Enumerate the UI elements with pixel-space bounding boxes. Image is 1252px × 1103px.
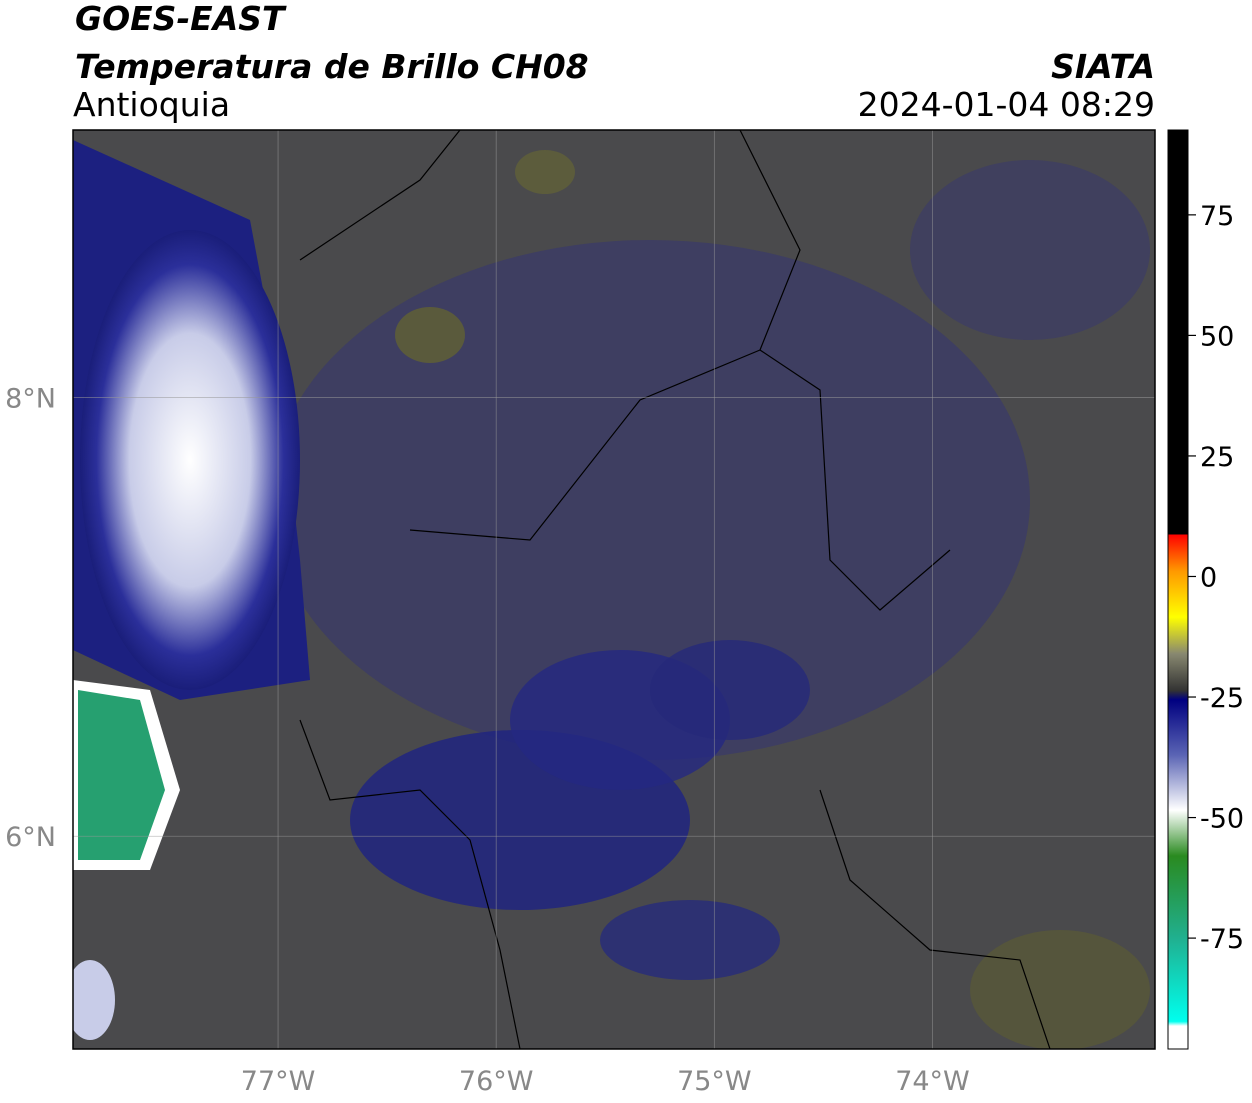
subtitle: Temperatura de Brillo CH08	[75, 47, 589, 86]
lat-tick-label: 6°N	[5, 822, 56, 853]
map-frame	[72, 129, 1156, 1050]
colorbar	[1167, 129, 1189, 1050]
lat-tick-label: 8°N	[5, 384, 56, 415]
lon-tick-label: 76°W	[459, 1066, 534, 1097]
lon-tick-label: 74°W	[895, 1066, 970, 1097]
colorbar-tick-label: 0	[1200, 562, 1217, 593]
colorbar-tick-label: -50	[1200, 804, 1244, 835]
colorbar-tick-label: 50	[1200, 321, 1234, 352]
datetime: 2024-01-04 08:29	[858, 85, 1155, 124]
region: Antioquia	[73, 85, 230, 124]
org: SIATA	[1051, 47, 1155, 86]
colorbar-tick-label: -25	[1200, 683, 1244, 714]
grid	[73, 130, 1155, 1049]
colorbar-tick-label: 75	[1200, 201, 1234, 232]
lon-tick-label: 77°W	[241, 1066, 316, 1097]
title: GOES-EAST	[75, 0, 287, 38]
colorbar-tick-label: -75	[1200, 924, 1244, 955]
colorbar-tick-label: 25	[1200, 442, 1234, 473]
map-image	[73, 130, 1155, 1049]
lon-tick-label: 75°W	[677, 1066, 752, 1097]
